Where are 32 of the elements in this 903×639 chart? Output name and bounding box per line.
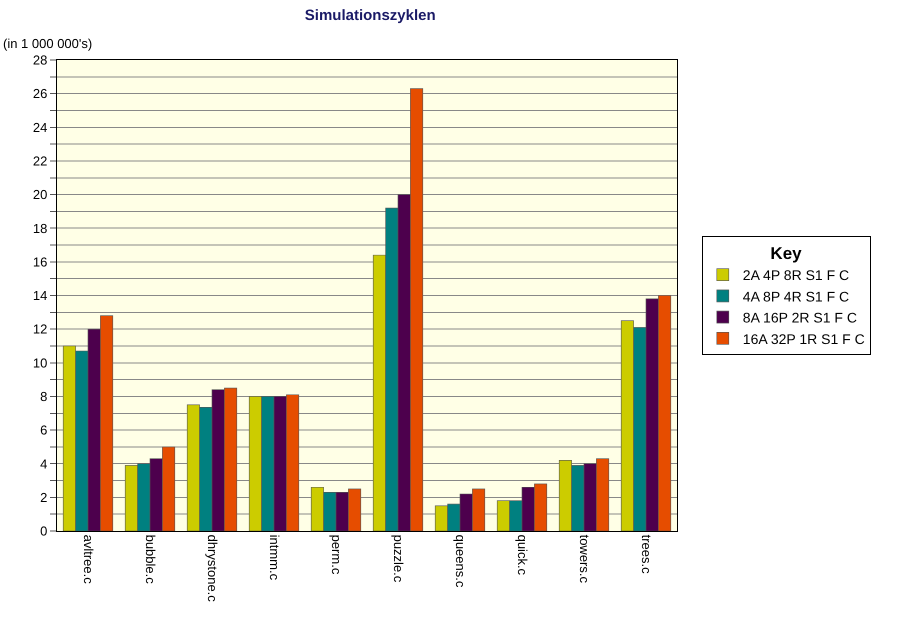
- x-tick-label: perm.c: [328, 534, 344, 575]
- y-tick-label: 10: [32, 355, 48, 370]
- y-tick-label: 20: [32, 187, 48, 202]
- y-tick-label: 14: [32, 288, 48, 304]
- x-tick-label: puzzle.c: [390, 534, 406, 583]
- y-tick-label: 18: [32, 220, 48, 236]
- x-tick-label: dhrystone.c: [204, 534, 220, 602]
- y-tick-label: 28: [32, 52, 48, 68]
- y-tick-label: 2: [40, 490, 48, 505]
- x-tick-label: avltree.c: [80, 534, 96, 584]
- x-tick-label: bubble.c: [142, 534, 158, 584]
- x-tick-label: queens.c: [452, 534, 468, 588]
- x-tick-label: trees.c: [638, 534, 654, 574]
- x-tick-label: intmm.c: [266, 534, 282, 581]
- y-tick-label: 22: [32, 153, 48, 168]
- x-tick-label: towers.c: [576, 534, 592, 584]
- legend-label: 16A 32P 1R S1 F C: [742, 330, 865, 347]
- legend-label: 8A 16P 2R S1 F C: [742, 310, 857, 326]
- legend-title: Key: [770, 244, 802, 264]
- legend-label: 2A 4P 8R S1 F C: [742, 267, 850, 284]
- y-tick-label: 16: [32, 254, 48, 270]
- y-tick-label: 12: [32, 322, 48, 337]
- y-tick-label: 6: [40, 422, 48, 438]
- y-tick-label: 26: [32, 86, 48, 102]
- legend-label: 4A 8P 4R S1 F C: [742, 288, 850, 304]
- y-tick-label: 0: [40, 524, 48, 539]
- y-axis-title: (in 1 000 000's): [3, 36, 92, 51]
- x-tick-label: quick.c: [514, 534, 530, 576]
- chart-title: Simulationszyklen: [304, 7, 436, 24]
- y-tick-label: 4: [40, 456, 48, 472]
- y-tick-label: 24: [32, 120, 48, 135]
- y-tick-label: 8: [40, 388, 48, 404]
